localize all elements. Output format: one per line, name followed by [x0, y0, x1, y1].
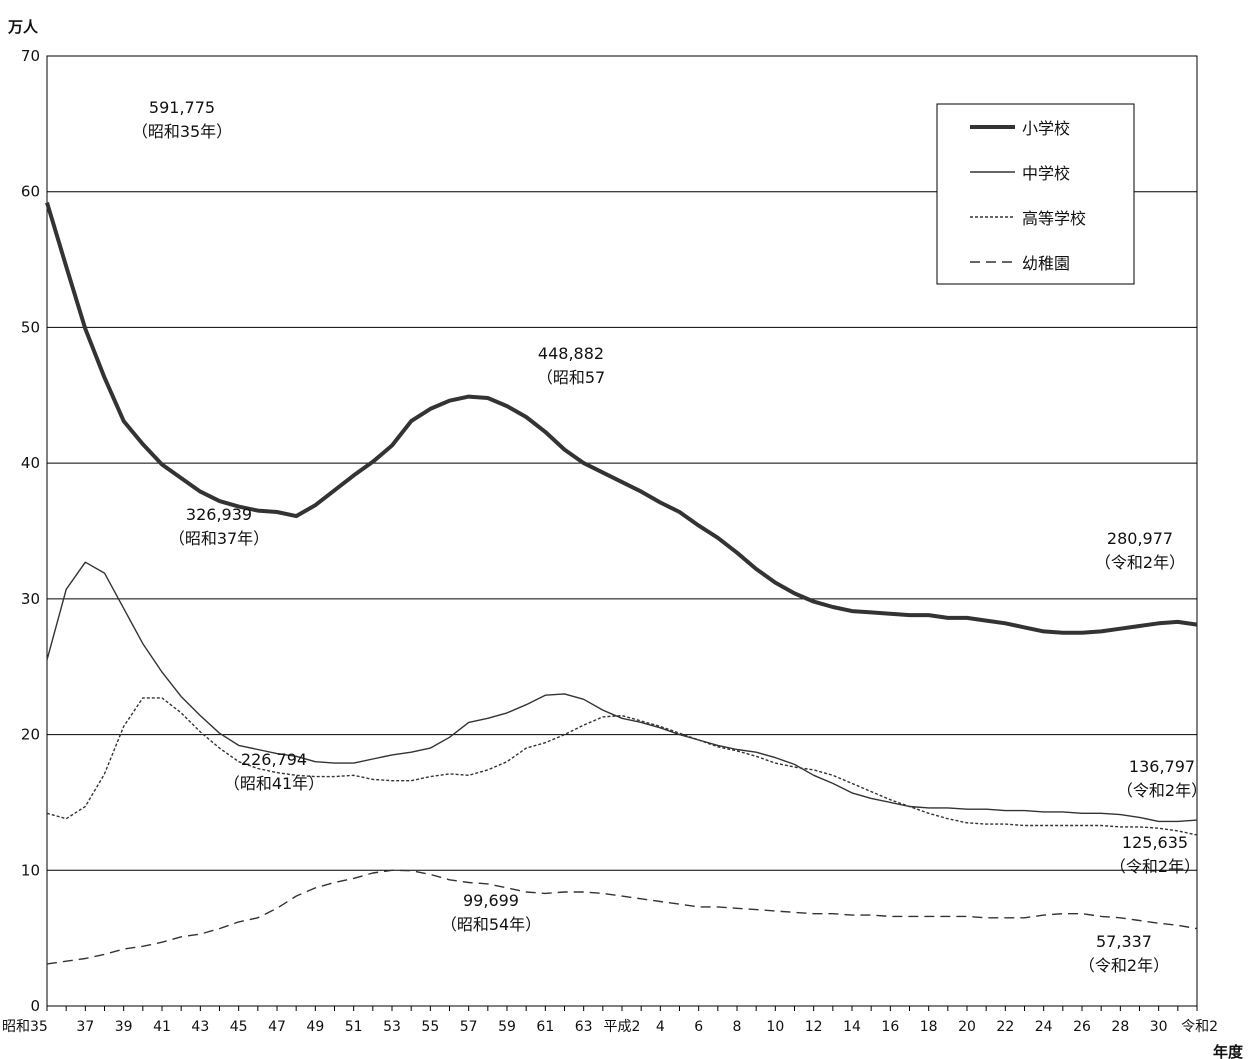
series-line-3: [46, 869, 1198, 965]
x-tick-label: 30: [1150, 1019, 1168, 1035]
legend-label-kindergarten: 幼稚園: [1022, 254, 1070, 273]
annotations: 591,775 （昭和35年） 448,882 （昭和57 326,939 （昭和37年）…: [132, 98, 1207, 975]
x-tick-label: 昭和35: [2, 1019, 48, 1035]
x-tick-label: 14: [843, 1019, 861, 1035]
x-tick-label: 45: [230, 1019, 248, 1035]
series-line-1: [46, 561, 1198, 823]
y-axis-unit: 万人: [7, 18, 39, 36]
x-tick-label: 平成2: [604, 1019, 641, 1035]
legend-label-junior-high: 中学校: [1022, 164, 1070, 183]
x-tick-label: 55: [421, 1019, 439, 1035]
annotation-label: 326,939: [186, 505, 252, 524]
annotation-label: （令和2年）: [1095, 553, 1185, 572]
y-tick-label: 20: [21, 726, 40, 744]
gridlines: [47, 191, 1197, 871]
x-axis-ticks: 昭和35 37 39 41 43 45 47 49 51 53 55 57 59 61 63 平成2 4 6 8 10…: [2, 1006, 1218, 1035]
x-tick-label: 8: [733, 1019, 742, 1035]
x-tick-label: 22: [996, 1019, 1014, 1035]
annotation-label: （令和2年）: [1079, 956, 1169, 975]
x-tick-label: 28: [1111, 1019, 1129, 1035]
x-tick-label: 57: [460, 1019, 478, 1035]
x-tick-label: 41: [153, 1019, 171, 1035]
x-tick-label: 10: [766, 1019, 784, 1035]
legend-box: [936, 103, 1135, 285]
annotation-label: 99,699: [463, 891, 519, 910]
x-tick-label: 4: [656, 1019, 665, 1035]
annotation-label: 280,977: [1107, 529, 1173, 548]
x-tick-label: 39: [115, 1019, 133, 1035]
y-tick-label: 70: [21, 47, 40, 65]
x-tick-label: 43: [191, 1019, 209, 1035]
y-tick-label: 60: [21, 183, 40, 201]
annotation-label: 226,794: [241, 750, 307, 769]
y-tick-label: 10: [21, 861, 40, 879]
series-lines: [45, 202, 1198, 965]
annotation-label: 125,635: [1122, 833, 1188, 852]
x-tick-label: 令和2: [1181, 1019, 1218, 1035]
x-axis-unit: 年度: [1213, 1043, 1244, 1059]
y-axis-ticks: 0 10 20 30 40 50 60 70: [21, 47, 40, 1015]
x-tick-label: 53: [383, 1019, 401, 1035]
series-line-2: [46, 697, 1198, 836]
annotation-label: 57,337: [1096, 932, 1152, 951]
x-tick-label: 61: [536, 1019, 554, 1035]
annotation-label: （昭和35年）: [132, 122, 232, 141]
y-tick-label: 30: [21, 590, 40, 608]
x-tick-label: 24: [1035, 1019, 1053, 1035]
legend-label-high-school: 高等学校: [1022, 209, 1086, 228]
x-tick-label: 20: [958, 1019, 976, 1035]
annotation-label: （昭和54年）: [441, 915, 541, 934]
x-tick-label: 47: [268, 1019, 286, 1035]
annotation-label: （昭和37年）: [169, 529, 269, 548]
x-tick-label: 49: [306, 1019, 324, 1035]
x-tick-label: 51: [345, 1019, 363, 1035]
x-tick-label: 6: [694, 1019, 703, 1035]
annotation-label: （令和2年）: [1117, 781, 1207, 800]
x-tick-label: 37: [76, 1019, 94, 1035]
annotation-label: （令和2年）: [1110, 857, 1200, 876]
annotation-label: （昭和57: [537, 368, 605, 387]
x-tick-label: 63: [575, 1019, 593, 1035]
y-tick-label: 50: [21, 318, 40, 336]
annotation-label: （昭和41年）: [224, 774, 324, 793]
annotation-label: 136,797: [1129, 757, 1195, 776]
legend: 小学校 中学校 高等学校 幼稚園: [936, 103, 1135, 285]
x-tick-label: 16: [881, 1019, 899, 1035]
x-tick-label: 12: [805, 1019, 823, 1035]
y-tick-label: 40: [21, 454, 40, 472]
x-tick-label: 59: [498, 1019, 516, 1035]
y-tick-label: 0: [30, 997, 40, 1015]
x-tick-label: 26: [1073, 1019, 1091, 1035]
x-tick-label: 18: [920, 1019, 938, 1035]
legend-label-elementary: 小学校: [1022, 119, 1070, 138]
series-line-0: [45, 202, 1198, 635]
annotation-label: 591,775: [149, 98, 215, 117]
annotation-label: 448,882: [538, 344, 604, 363]
